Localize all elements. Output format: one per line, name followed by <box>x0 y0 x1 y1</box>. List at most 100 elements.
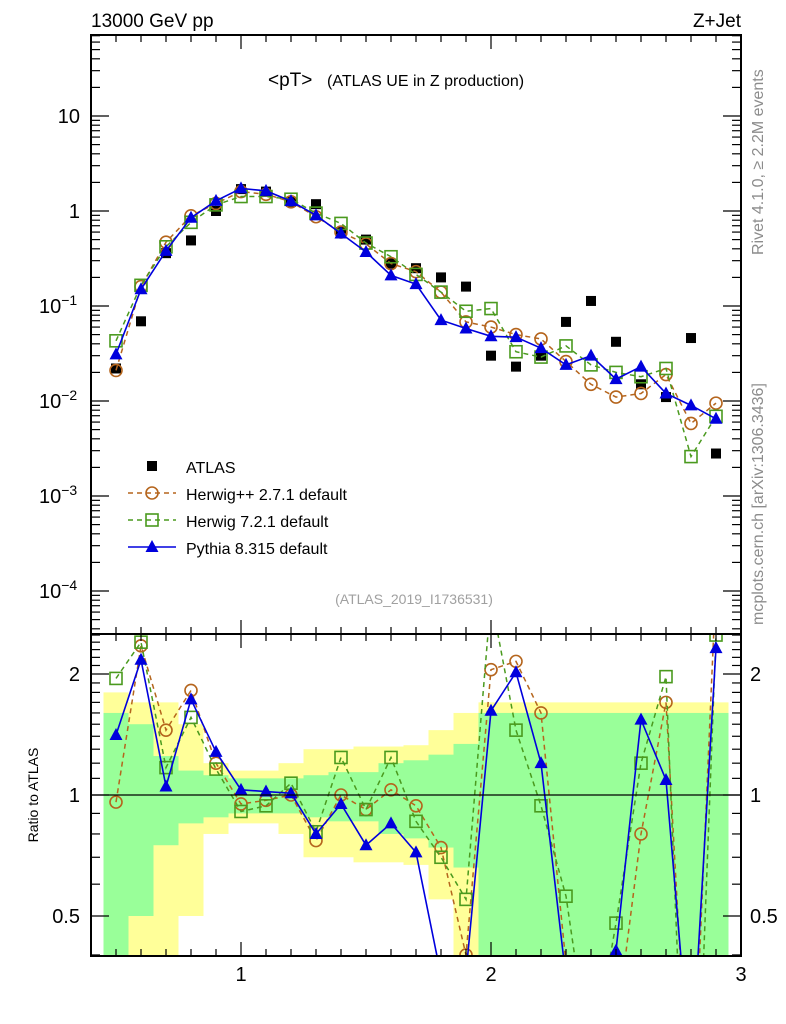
point-herwig-2-7-1-default <box>634 386 648 401</box>
ratio-band-inner <box>178 770 204 824</box>
ratio-point-pythia-8-315-default <box>534 756 548 769</box>
ratio-y-tick-label-right: 0.5 <box>750 906 778 928</box>
ratio-point-herwig-2-7-1-default <box>159 723 173 737</box>
ratio-point-pythia-8-315-default <box>435 969 448 981</box>
ratio-band-inner <box>553 712 579 955</box>
point-herwig-2-7-1-default <box>584 377 598 392</box>
legend-entry-atlas: ATLAS <box>147 460 236 477</box>
point-pythia-8-315-default <box>109 347 123 360</box>
point-pythia-8-315-default <box>259 183 273 196</box>
ratio-point-herwig-7-2-1-default <box>709 634 723 642</box>
ratio-band-inner <box>428 754 454 848</box>
ratio-point-herwig-7-2-1-default <box>659 669 673 684</box>
ratio-band-inner <box>703 712 729 955</box>
ratio-line-herwig-7-2-1-default <box>115 634 717 956</box>
ratio-band-inner <box>128 724 154 916</box>
ratio-y-tick-label-right: 2 <box>750 664 761 686</box>
y-tick-label: 10−3 <box>39 482 77 508</box>
ratio-band-inner <box>603 712 629 955</box>
ratio-band-inner <box>678 712 704 955</box>
ratio-point-herwig-7-2-1-default <box>409 814 423 829</box>
point-herwig-2-7-1-default <box>109 363 123 378</box>
ratio-point-herwig-7-2-1-default <box>559 889 573 904</box>
y-tick-label: 10−1 <box>39 292 77 318</box>
ratio-point-herwig-2-7-1-default <box>659 695 673 710</box>
point-pythia-8-315-default <box>159 243 173 256</box>
ratio-point-herwig-7-2-1-default <box>109 671 123 686</box>
ratio-point-herwig-7-2-1-default <box>459 892 473 907</box>
point-atlas <box>636 379 646 390</box>
ratio-point-pythia-8-315-default <box>209 744 223 757</box>
point-pythia-8-315-default <box>359 245 373 258</box>
legend: ATLAS Herwig++ 2.7.1 default Herwig 7.2.1 … <box>128 460 348 558</box>
ratio-band-inner <box>353 772 379 822</box>
ratio-y-tick-label-left: 2 <box>69 664 80 686</box>
y-tick-label: 10 <box>58 106 80 128</box>
ratio-point-pythia-8-315-default <box>460 966 473 978</box>
point-herwig-7-2-1-default <box>659 361 673 376</box>
ratio-point-pythia-8-315-default <box>409 845 423 858</box>
y-tick-label: 1 <box>69 201 80 223</box>
point-pythia-8-315-default <box>534 341 548 354</box>
point-herwig-7-2-1-default <box>559 339 573 353</box>
point-atlas <box>461 281 471 292</box>
legend-entry-herwig-2-7-1-default: Herwig++ 2.7.1 default <box>128 486 348 504</box>
line-herwig-2-7-1-default <box>115 190 717 425</box>
ratio-point-pythia-8-315-default <box>109 728 123 741</box>
legend-label: Herwig++ 2.7.1 default <box>186 487 348 504</box>
point-pythia-8-315-default <box>309 208 323 221</box>
point-atlas <box>686 333 696 344</box>
ratio-band-inner <box>653 712 679 955</box>
point-atlas <box>561 316 571 327</box>
main-series-layer <box>109 181 723 464</box>
ratio-ylabel: Ratio to ATLAS <box>25 748 41 843</box>
ratio-point-pythia-8-315-default <box>259 784 273 797</box>
ratio-point-pythia-8-315-default <box>659 772 673 785</box>
legend-label: Herwig 7.2.1 default <box>186 514 329 531</box>
ratio-point-pythia-8-315-default <box>384 816 398 829</box>
point-pythia-8-315-default <box>209 193 223 206</box>
point-pythia-8-315-default <box>409 277 423 290</box>
ratio-point-herwig-7-2-1-default <box>534 799 548 813</box>
ratio-point-pythia-8-315-default <box>309 826 323 839</box>
x-tick-label: 3 <box>735 964 746 986</box>
legend-marker <box>145 513 159 527</box>
ratio-band-inner <box>578 712 604 955</box>
mcplots-label: mcplots.cern.ch [arXiv:1306.3436] <box>750 383 767 625</box>
ratio-point-herwig-2-7-1-default <box>459 948 473 956</box>
ratio-band-inner <box>478 712 504 955</box>
ratio-point-herwig-7-2-1-default <box>334 750 348 765</box>
ratio-point-herwig-2-7-1-default <box>710 575 722 587</box>
line-herwig-7-2-1-default <box>115 195 717 459</box>
point-pythia-8-315-default <box>559 357 573 370</box>
legend-entry-herwig-7-2-1-default: Herwig 7.2.1 default <box>128 513 329 531</box>
ratio-point-pythia-8-315-default <box>509 665 523 678</box>
ratio-point-pythia-8-315-default <box>484 703 498 716</box>
point-atlas <box>511 361 521 372</box>
ratio-point-herwig-7-2-1-default <box>259 799 273 813</box>
ratio-point-pythia-8-315-default <box>234 782 248 795</box>
point-pythia-8-315-default <box>334 226 348 239</box>
point-pythia-8-315-default <box>134 282 148 295</box>
point-atlas <box>611 336 621 347</box>
analysis-id: (ATLAS_2019_I1736531) <box>335 591 493 607</box>
ratio-point-pythia-8-315-default <box>709 641 723 654</box>
legend-marker <box>145 540 159 552</box>
ratio-point-pythia-8-315-default <box>585 1017 598 1024</box>
y-tick-label: 10−4 <box>39 577 77 603</box>
point-pythia-8-315-default <box>284 194 298 207</box>
ratio-point-herwig-7-2-1-default <box>209 762 223 776</box>
ratio-point-pythia-8-315-default <box>560 971 573 983</box>
line-pythia-8-315-default <box>115 187 717 420</box>
point-herwig-7-2-1-default <box>684 449 698 464</box>
point-atlas <box>436 272 446 283</box>
ratio-point-herwig-7-2-1-default <box>234 804 248 819</box>
rivet-version-label: Rivet 4.1.0, ≥ 2.2M events <box>750 69 767 255</box>
header-right: Z+Jet <box>693 11 742 32</box>
point-pythia-8-315-default <box>384 268 398 281</box>
ratio-point-pythia-8-315-default <box>184 692 198 705</box>
ratio-point-herwig-2-7-1-default <box>434 840 448 855</box>
axes-layer: 1 2 3 10 1 10−1 10−2 10−3 10−4 0.5 0.5 1 1 2 2 <box>39 34 778 986</box>
point-pythia-8-315-default <box>684 398 698 411</box>
